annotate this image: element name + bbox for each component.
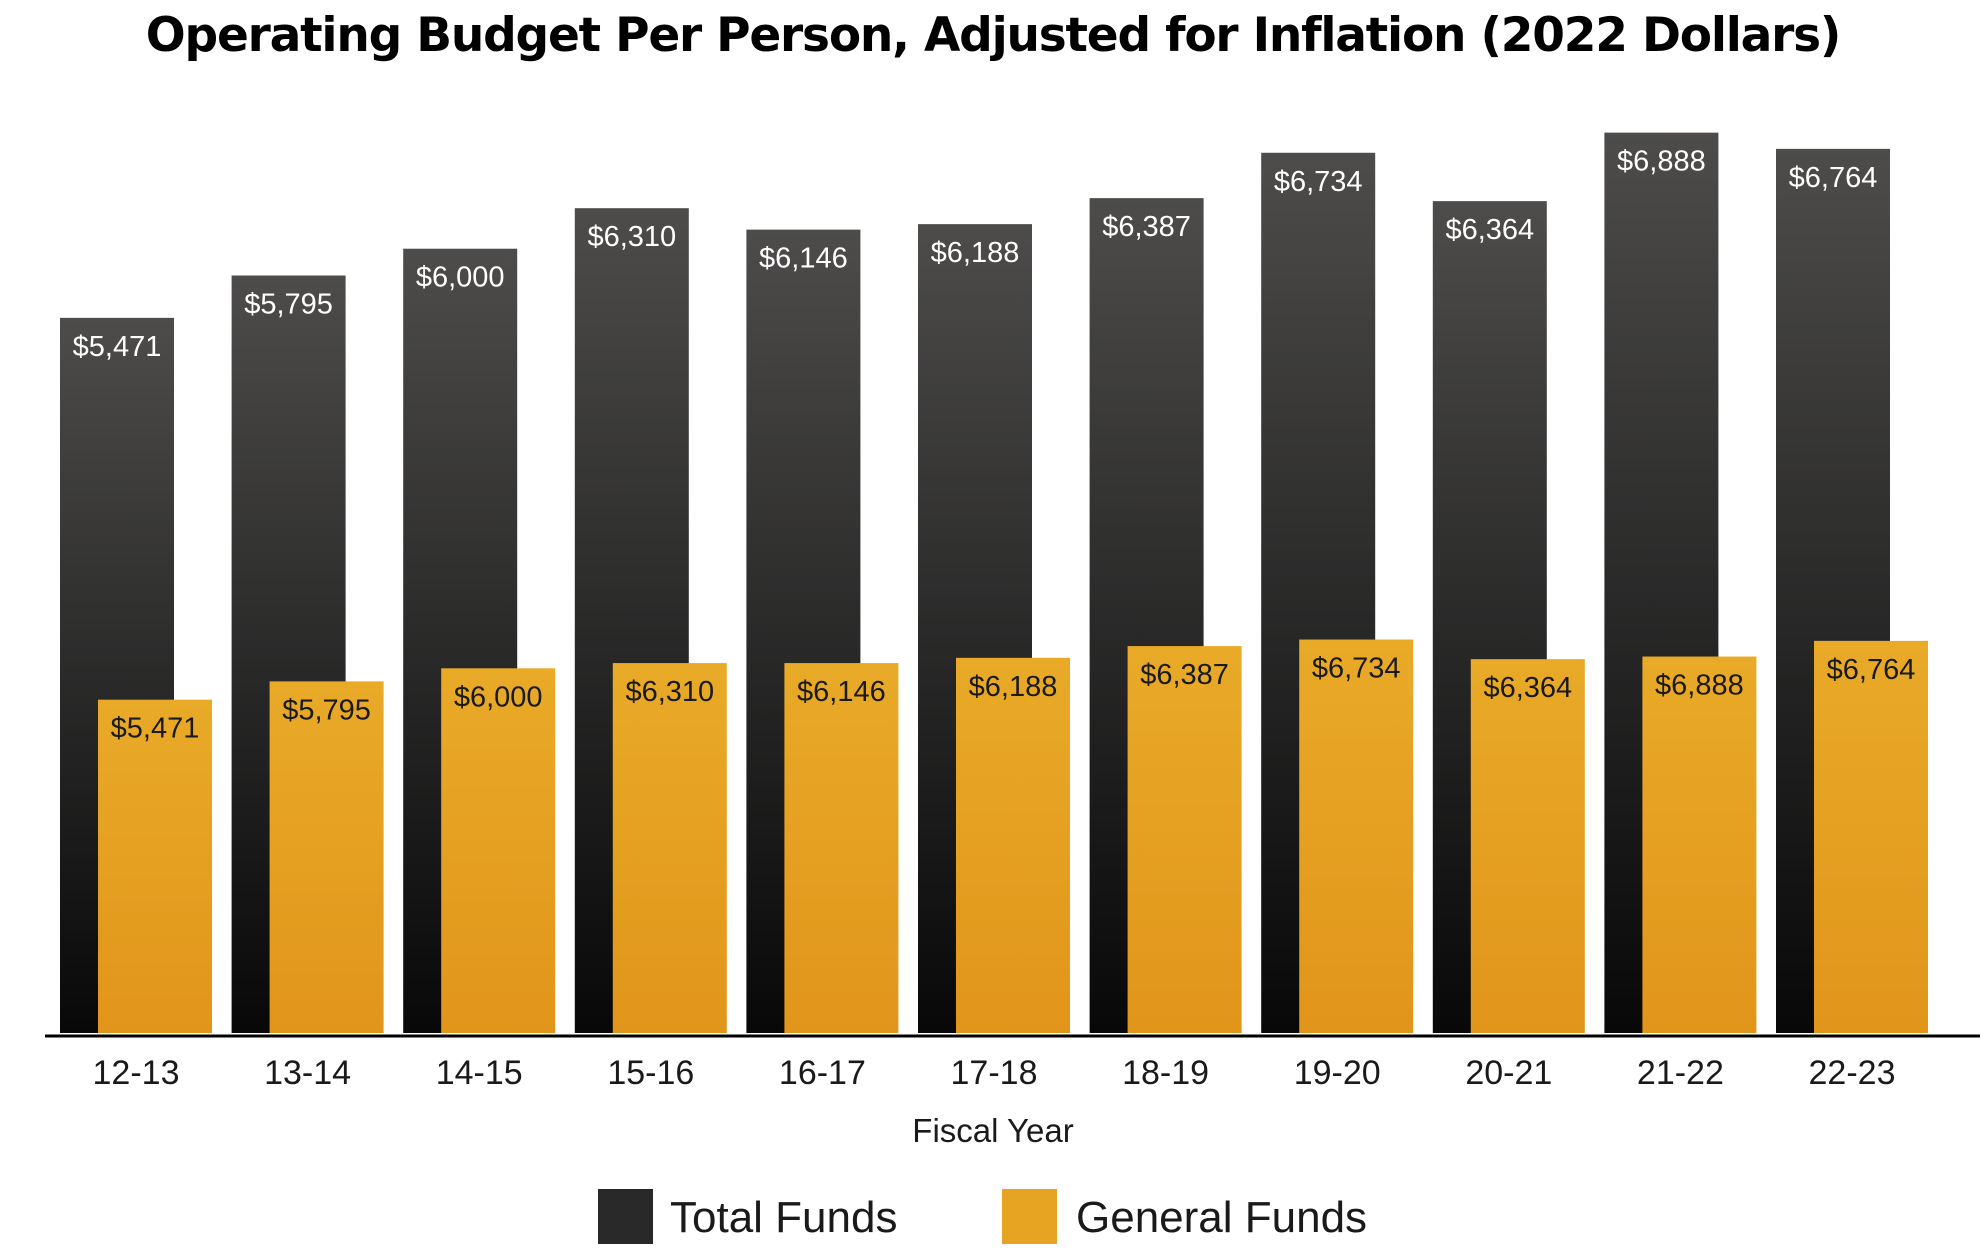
x-tick-label-20-21: 20-21 bbox=[1465, 1054, 1552, 1092]
data-label-total-funds-21-22: $6,888 bbox=[1617, 146, 1706, 178]
bar-general-funds-22-23 bbox=[1814, 641, 1928, 1033]
bar-general-funds-17-18 bbox=[956, 658, 1070, 1033]
x-tick-labels: 12-13 13-14 14-15 15-16 16-17 17-18 18-19 19-20… bbox=[93, 1054, 1896, 1092]
data-label-total-funds-15-16: $6,310 bbox=[587, 221, 676, 253]
data-label-total-funds-12-13: $5,471 bbox=[73, 331, 162, 363]
x-tick-label-19-20: 19-20 bbox=[1294, 1054, 1381, 1092]
data-label-total-funds-16-17: $6,146 bbox=[759, 243, 848, 275]
data-label-general-funds-15-16: $6,310 bbox=[625, 676, 714, 708]
bar-general-funds-18-19 bbox=[1128, 646, 1242, 1033]
x-tick-label-12-13: 12-13 bbox=[93, 1054, 180, 1092]
bar-general-funds-16-17 bbox=[784, 663, 898, 1033]
bar-general-funds-13-14 bbox=[270, 681, 384, 1033]
data-label-total-funds-19-20: $6,734 bbox=[1274, 166, 1363, 198]
x-tick-label-16-17: 16-17 bbox=[779, 1054, 866, 1092]
x-tick-label-17-18: 17-18 bbox=[951, 1054, 1038, 1092]
data-label-general-funds-17-18: $6,188 bbox=[969, 671, 1058, 703]
data-label-total-funds-13-14: $5,795 bbox=[244, 289, 333, 321]
bar-general-funds-20-21 bbox=[1471, 659, 1585, 1033]
legend-label-total: Total Funds bbox=[670, 1193, 897, 1242]
bar-general-funds-21-22 bbox=[1642, 657, 1756, 1033]
data-label-general-funds-13-14: $5,795 bbox=[282, 694, 371, 726]
bars-layer: $5,471 $5,471 $5,795 $5,795 $6,000 $6,000 $6,3… bbox=[60, 133, 1928, 1033]
legend-label-general: General Funds bbox=[1076, 1193, 1367, 1242]
legend-swatch-total bbox=[598, 1189, 653, 1244]
data-label-general-funds-14-15: $6,000 bbox=[454, 681, 543, 713]
data-label-general-funds-21-22: $6,888 bbox=[1655, 670, 1744, 702]
data-label-total-funds-22-23: $6,764 bbox=[1789, 162, 1878, 194]
data-label-total-funds-18-19: $6,387 bbox=[1102, 211, 1191, 243]
data-label-general-funds-22-23: $6,764 bbox=[1827, 654, 1916, 686]
legend-swatch-general bbox=[1002, 1189, 1057, 1244]
x-tick-label-22-23: 22-23 bbox=[1809, 1054, 1896, 1092]
data-label-total-funds-20-21: $6,364 bbox=[1445, 214, 1534, 246]
data-label-general-funds-16-17: $6,146 bbox=[797, 676, 886, 708]
data-label-total-funds-14-15: $6,000 bbox=[416, 262, 505, 294]
data-label-general-funds-12-13: $5,471 bbox=[111, 713, 200, 745]
data-label-general-funds-18-19: $6,387 bbox=[1140, 659, 1229, 691]
x-tick-label-15-16: 15-16 bbox=[607, 1054, 694, 1092]
legend: Total Funds General Funds bbox=[598, 1189, 1367, 1244]
bar-general-funds-15-16 bbox=[613, 663, 727, 1033]
x-tick-label-13-14: 13-14 bbox=[264, 1054, 351, 1092]
x-tick-label-14-15: 14-15 bbox=[436, 1054, 523, 1092]
bar-general-funds-19-20 bbox=[1299, 640, 1413, 1033]
data-label-general-funds-20-21: $6,364 bbox=[1483, 672, 1572, 704]
x-axis-title: Fiscal Year bbox=[912, 1112, 1073, 1149]
x-tick-label-18-19: 18-19 bbox=[1122, 1054, 1209, 1092]
bar-general-funds-12-13 bbox=[98, 700, 212, 1033]
x-tick-label-21-22: 21-22 bbox=[1637, 1054, 1724, 1092]
data-label-total-funds-17-18: $6,188 bbox=[931, 237, 1020, 269]
bar-general-funds-14-15 bbox=[441, 668, 555, 1033]
data-label-general-funds-19-20: $6,734 bbox=[1312, 653, 1401, 685]
